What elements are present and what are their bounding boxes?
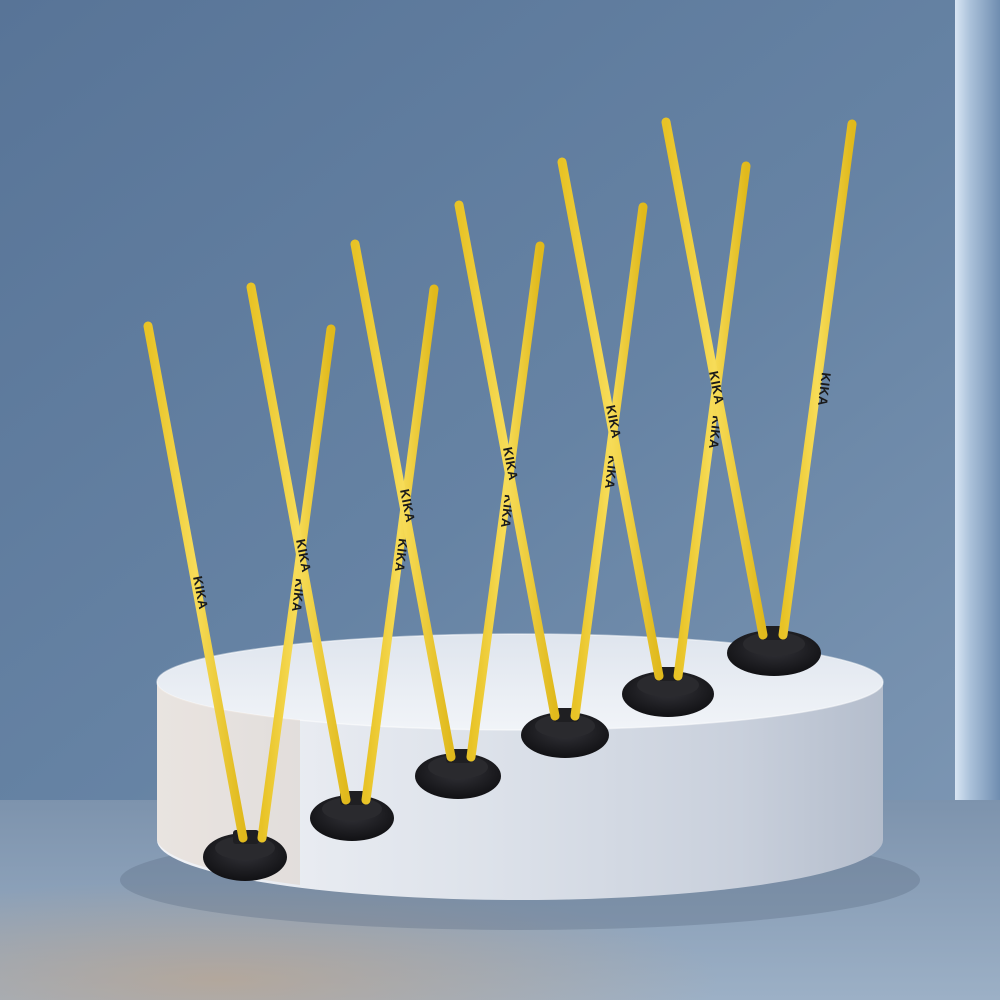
- brand-logo: KIKA: [603, 404, 624, 440]
- brand-logo: KIKA: [706, 370, 727, 406]
- pole-set: KIKA KIKA: [454, 200, 648, 758]
- yellow-pole: [257, 324, 336, 843]
- yellow-pole: [246, 282, 351, 805]
- yellow-pole: [661, 117, 768, 640]
- yellow-pole: [143, 321, 248, 843]
- brand-logo: KIKA: [500, 446, 521, 482]
- brand-logo: KIKA: [190, 575, 211, 611]
- yellow-pole: [350, 239, 456, 762]
- yellow-pole: [778, 119, 857, 640]
- brand-logo: KIKA: [293, 538, 314, 574]
- brand-logo: KIKA: [815, 372, 834, 407]
- yellow-pole: [361, 284, 439, 805]
- pole-set: KIKA KIKA: [246, 282, 439, 841]
- yellow-pole: [466, 241, 545, 762]
- pole-set: KIKA KIKA: [661, 117, 857, 676]
- pole-set: KIKA KIKA: [350, 239, 545, 799]
- yellow-pole: [673, 161, 751, 681]
- yellow-pole: [557, 157, 664, 681]
- pole-set: KIKA KIKA: [557, 157, 751, 717]
- brand-logo: KIKA: [397, 488, 418, 524]
- pole-set: KIKA KIKA: [143, 321, 336, 881]
- brand-logo: KIKA: [392, 538, 411, 573]
- yellow-pole: [570, 202, 648, 721]
- right-wall-panel: [955, 0, 1000, 850]
- pole-sets: KIKA KIKA KIKA KIKA KIKA KIKA: [143, 117, 857, 881]
- yellow-pole: [454, 200, 560, 721]
